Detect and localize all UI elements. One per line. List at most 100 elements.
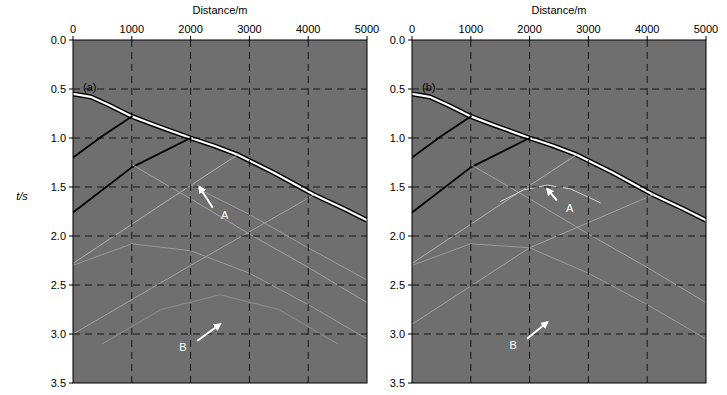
- tick-mark: [69, 285, 73, 286]
- grid-line: [412, 187, 706, 188]
- tick-mark: [69, 89, 73, 90]
- tick-mark: [131, 36, 132, 40]
- tick-mark: [529, 36, 530, 40]
- tick-label: 0: [409, 23, 415, 35]
- tick-mark: [408, 138, 412, 139]
- annotation-label: B: [179, 341, 186, 353]
- tick-label: 0.0: [390, 34, 405, 46]
- tick-mark: [408, 285, 412, 286]
- grid-line: [190, 40, 191, 383]
- tick-label: 2.5: [51, 279, 66, 291]
- tick-label: 3.0: [51, 328, 66, 340]
- plot-background: [73, 40, 367, 383]
- grid-line: [412, 89, 706, 90]
- tick-mark: [73, 36, 74, 40]
- tick-label: 1000: [120, 23, 144, 35]
- tick-label: 2.0: [51, 230, 66, 242]
- tick-label: 1.0: [390, 132, 405, 144]
- figure: 0 1000 2000 3000 4000 5000 0.0 0.5 1.0 1.5 2.0 2.5 3…: [0, 0, 727, 395]
- data-area: [412, 94, 706, 339]
- tick-mark: [69, 383, 73, 384]
- panel-label: (b): [422, 81, 435, 93]
- tick-mark: [408, 187, 412, 188]
- annotation-label: A: [566, 202, 574, 214]
- seismic-event: [73, 155, 238, 264]
- seismic-event: [102, 295, 337, 344]
- seismic-event: [73, 195, 314, 334]
- tick-label: 3.5: [390, 377, 405, 389]
- seismic-event: [191, 185, 367, 280]
- tick-label: 4000: [635, 23, 659, 35]
- grid-line: [249, 40, 250, 383]
- tick-mark: [588, 36, 589, 40]
- plot-frame: [412, 40, 706, 383]
- tick-mark: [408, 40, 412, 41]
- annotation-arrow: [197, 324, 220, 341]
- tick-mark: [69, 236, 73, 237]
- seismic-event: [412, 244, 706, 339]
- event-outline: [412, 94, 706, 220]
- tick-label: 1.5: [51, 181, 66, 193]
- tick-mark: [69, 40, 73, 41]
- annotation-arrow: [527, 322, 547, 339]
- tick-mark: [190, 36, 191, 40]
- tick-label: 3.0: [390, 328, 405, 340]
- tick-label: 2.5: [390, 279, 405, 291]
- grid-line: [470, 40, 471, 383]
- tick-label: 5000: [694, 23, 718, 35]
- tick-mark: [706, 36, 707, 40]
- event-outline: [73, 94, 367, 220]
- grid-line: [73, 334, 367, 335]
- tick-label: 3.5: [51, 377, 66, 389]
- grid-line: [131, 40, 132, 383]
- annotation-arrow: [199, 187, 212, 208]
- tick-label: 2000: [517, 23, 541, 35]
- grid-line: [588, 40, 589, 383]
- tick-label: 3000: [237, 23, 261, 35]
- seismic-event: [500, 185, 600, 203]
- tick-mark: [249, 36, 250, 40]
- tick-mark: [647, 36, 648, 40]
- tick-label: 4000: [296, 23, 320, 35]
- data-area: [73, 94, 367, 344]
- tick-mark: [69, 138, 73, 139]
- tick-label: 0: [70, 23, 76, 35]
- tick-label: 3000: [576, 23, 600, 35]
- tick-label: 5000: [355, 23, 379, 35]
- grid-line: [647, 40, 648, 383]
- seismic-event: [412, 116, 471, 157]
- tick-mark: [408, 383, 412, 384]
- seismic-event: [73, 116, 132, 157]
- axis-label: t/s: [16, 190, 28, 202]
- grid-line: [73, 138, 367, 139]
- grid-line: [308, 40, 309, 383]
- grid-line: [412, 138, 706, 139]
- panel-label: (a): [83, 81, 96, 93]
- plot-frame: [73, 40, 367, 383]
- annotation-label: A: [221, 209, 229, 221]
- tick-mark: [412, 36, 413, 40]
- tick-label: 1.0: [51, 132, 66, 144]
- grid-line: [73, 187, 367, 188]
- grid-line: [412, 285, 706, 286]
- tick-mark: [408, 334, 412, 335]
- tick-mark: [367, 36, 368, 40]
- seismic-event: [412, 195, 653, 324]
- tick-mark: [408, 89, 412, 90]
- panel: 0100020003000400050000.00.51.01.52.02.53…: [16, 4, 379, 389]
- tick-label: 0.0: [51, 34, 66, 46]
- tick-mark: [470, 36, 471, 40]
- grid-line: [73, 285, 367, 286]
- tick-mark: [69, 334, 73, 335]
- grid-line: [412, 334, 706, 335]
- tick-mark: [69, 187, 73, 188]
- grid-line: [73, 89, 367, 90]
- tick-mark: [408, 236, 412, 237]
- tick-mark: [308, 36, 309, 40]
- tick-label: 0.5: [390, 83, 405, 95]
- annotation-label: B: [509, 339, 516, 351]
- seismic-event: [412, 94, 706, 220]
- grid-line: [412, 236, 706, 237]
- plot-background: [412, 40, 706, 383]
- axis-label: Distance/m: [192, 4, 247, 16]
